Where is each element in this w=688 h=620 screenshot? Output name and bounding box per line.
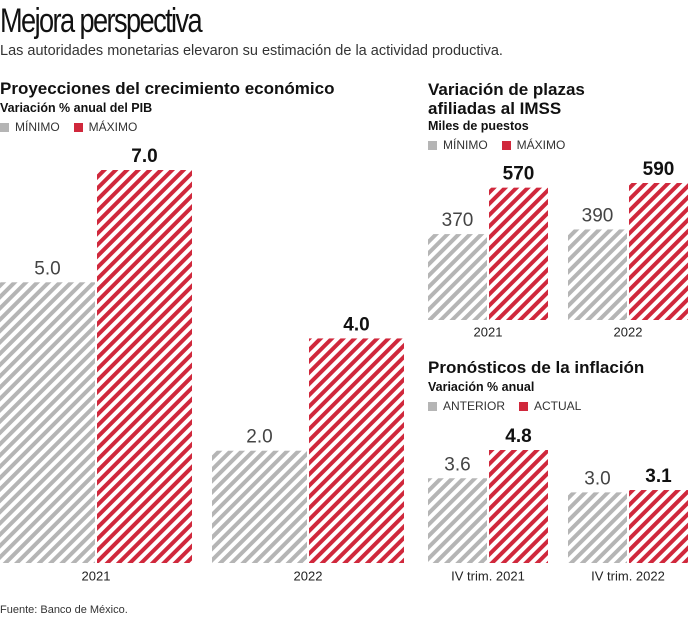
bar bbox=[0, 282, 95, 563]
legend: ANTERIOR ACTUAL bbox=[428, 399, 595, 413]
value-label: 370 bbox=[442, 210, 474, 231]
value-label: 4.0 bbox=[343, 314, 369, 335]
legend-item: MÍNIMO bbox=[428, 138, 488, 152]
legend-swatch bbox=[73, 122, 83, 132]
value-label: 570 bbox=[503, 164, 535, 185]
x-tick-label: IV trim. 2022 bbox=[591, 568, 665, 583]
legend: MÍNIMO MÁXIMO bbox=[0, 120, 151, 134]
bar bbox=[568, 492, 627, 563]
value-label: 590 bbox=[643, 159, 675, 180]
legend-label: MÍNIMO bbox=[15, 120, 60, 134]
source: Fuente: Banco de México. bbox=[0, 604, 128, 616]
bar bbox=[629, 183, 688, 320]
value-label: 2.0 bbox=[246, 427, 272, 448]
x-tick-label: IV trim. 2021 bbox=[451, 568, 525, 583]
legend-swatch bbox=[428, 140, 437, 150]
legend-label: ANTERIOR bbox=[443, 399, 506, 413]
chart-subtitle: Variación % anual del PIB bbox=[0, 101, 153, 115]
legend-swatch bbox=[519, 401, 529, 411]
x-tick-label: 2022 bbox=[294, 568, 323, 583]
bar bbox=[629, 490, 688, 563]
subtitle: Las autoridades monetarias elevaron su e… bbox=[0, 43, 503, 59]
legend-label: MÁXIMO bbox=[88, 120, 138, 134]
value-label: 5.0 bbox=[34, 258, 60, 279]
legend-item: ACTUAL bbox=[519, 399, 581, 413]
bar bbox=[428, 478, 487, 563]
value-label: 7.0 bbox=[131, 146, 157, 167]
legend: MÍNIMO MÁXIMO bbox=[428, 138, 579, 152]
chart-title: Variación de plazas afiliadas al IMSS bbox=[428, 80, 585, 118]
legend-swatch bbox=[428, 401, 437, 411]
x-tick-label: 2022 bbox=[614, 324, 643, 339]
value-label: 390 bbox=[582, 205, 614, 226]
bar bbox=[97, 170, 192, 563]
bar bbox=[212, 450, 307, 563]
value-label: 3.6 bbox=[444, 454, 470, 475]
legend-swatch bbox=[0, 122, 9, 132]
title: Mejora perspectiva bbox=[0, 2, 203, 40]
legend-label: MÁXIMO bbox=[516, 138, 566, 152]
bar bbox=[489, 187, 548, 320]
bar bbox=[428, 234, 487, 320]
legend-item: MÁXIMO bbox=[501, 138, 566, 152]
bar bbox=[309, 338, 404, 563]
value-label: 4.8 bbox=[505, 426, 531, 447]
chart-title: Proyecciones del crecimiento económico bbox=[0, 79, 335, 98]
legend-label: MÍNIMO bbox=[443, 138, 488, 152]
x-tick-label: 2021 bbox=[82, 568, 111, 583]
bar bbox=[568, 229, 627, 320]
legend-label: ACTUAL bbox=[534, 399, 582, 413]
legend-item: MÍNIMO bbox=[0, 120, 60, 134]
legend-item: ANTERIOR bbox=[428, 399, 505, 413]
value-label: 3.0 bbox=[584, 468, 610, 489]
chart-title: Pronósticos de la inflación bbox=[428, 358, 645, 377]
chart-subtitle: Miles de puestos bbox=[428, 119, 529, 133]
x-tick-label: 2021 bbox=[474, 324, 503, 339]
chart-subtitle: Variación % anual bbox=[428, 380, 535, 394]
legend-item: MÁXIMO bbox=[73, 120, 138, 134]
legend-swatch bbox=[501, 140, 511, 150]
bar bbox=[489, 450, 548, 563]
value-label: 3.1 bbox=[645, 466, 672, 487]
